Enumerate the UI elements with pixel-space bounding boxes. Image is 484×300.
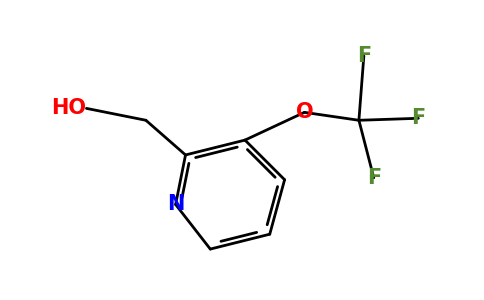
Text: F: F [357, 46, 371, 66]
Text: N: N [167, 194, 184, 214]
Text: HO: HO [51, 98, 87, 118]
Text: F: F [411, 108, 425, 128]
Text: F: F [367, 168, 381, 188]
Text: O: O [296, 102, 313, 122]
